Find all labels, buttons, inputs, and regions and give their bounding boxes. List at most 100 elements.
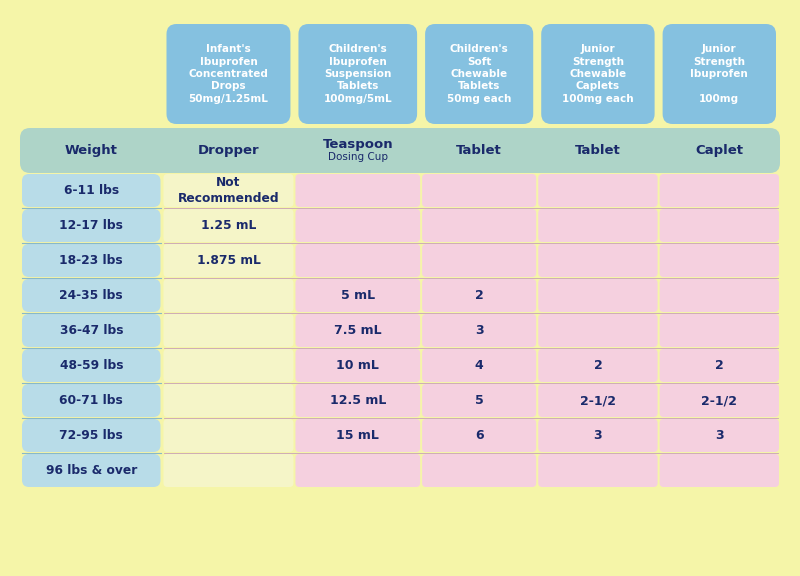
FancyBboxPatch shape: [295, 419, 420, 452]
FancyBboxPatch shape: [22, 349, 161, 382]
FancyBboxPatch shape: [538, 279, 658, 312]
FancyBboxPatch shape: [22, 279, 161, 312]
Text: 3: 3: [594, 429, 602, 442]
Text: Caplet: Caplet: [695, 144, 743, 157]
FancyBboxPatch shape: [295, 349, 420, 382]
FancyBboxPatch shape: [163, 244, 294, 277]
FancyBboxPatch shape: [422, 244, 536, 277]
FancyBboxPatch shape: [422, 419, 536, 452]
Text: 3: 3: [475, 324, 483, 337]
Text: Dosing Cup: Dosing Cup: [328, 153, 388, 162]
FancyBboxPatch shape: [20, 128, 780, 173]
Text: 2-1/2: 2-1/2: [580, 394, 616, 407]
Text: 4: 4: [474, 359, 483, 372]
Text: 15 mL: 15 mL: [336, 429, 379, 442]
FancyBboxPatch shape: [660, 454, 779, 487]
Text: 1.875 mL: 1.875 mL: [197, 254, 261, 267]
Text: 48-59 lbs: 48-59 lbs: [59, 359, 123, 372]
Text: Not
Recommended: Not Recommended: [178, 176, 279, 204]
FancyBboxPatch shape: [662, 24, 776, 124]
FancyBboxPatch shape: [22, 209, 161, 242]
Text: 10 mL: 10 mL: [336, 359, 379, 372]
FancyBboxPatch shape: [163, 454, 294, 487]
FancyBboxPatch shape: [295, 244, 420, 277]
FancyBboxPatch shape: [660, 349, 779, 382]
Text: 6-11 lbs: 6-11 lbs: [64, 184, 119, 197]
FancyBboxPatch shape: [298, 24, 417, 124]
FancyBboxPatch shape: [660, 209, 779, 242]
FancyBboxPatch shape: [163, 384, 294, 417]
Text: 6: 6: [475, 429, 483, 442]
Text: 5 mL: 5 mL: [341, 289, 375, 302]
FancyBboxPatch shape: [542, 24, 654, 124]
Text: 36-47 lbs: 36-47 lbs: [59, 324, 123, 337]
FancyBboxPatch shape: [538, 244, 658, 277]
Text: 18-23 lbs: 18-23 lbs: [59, 254, 123, 267]
FancyBboxPatch shape: [22, 419, 161, 452]
FancyBboxPatch shape: [538, 349, 658, 382]
FancyBboxPatch shape: [538, 454, 658, 487]
FancyBboxPatch shape: [295, 454, 420, 487]
FancyBboxPatch shape: [538, 419, 658, 452]
FancyBboxPatch shape: [295, 384, 420, 417]
Text: 12.5 mL: 12.5 mL: [330, 394, 386, 407]
FancyBboxPatch shape: [22, 314, 161, 347]
Text: Dropper: Dropper: [198, 144, 259, 157]
Text: 2-1/2: 2-1/2: [702, 394, 738, 407]
FancyBboxPatch shape: [422, 174, 536, 207]
FancyBboxPatch shape: [163, 209, 294, 242]
FancyBboxPatch shape: [422, 384, 536, 417]
Text: 60-71 lbs: 60-71 lbs: [59, 394, 123, 407]
FancyBboxPatch shape: [22, 384, 161, 417]
FancyBboxPatch shape: [163, 174, 294, 207]
Text: Weight: Weight: [65, 144, 118, 157]
Text: 7.5 mL: 7.5 mL: [334, 324, 382, 337]
FancyBboxPatch shape: [660, 279, 779, 312]
Text: 3: 3: [715, 429, 724, 442]
FancyBboxPatch shape: [660, 244, 779, 277]
FancyBboxPatch shape: [163, 314, 294, 347]
FancyBboxPatch shape: [538, 209, 658, 242]
Text: Tablet: Tablet: [575, 144, 621, 157]
FancyBboxPatch shape: [422, 349, 536, 382]
Text: Children's
Ibuprofen
Suspension
Tablets
100mg/5mL: Children's Ibuprofen Suspension Tablets …: [323, 44, 392, 104]
FancyBboxPatch shape: [538, 384, 658, 417]
FancyBboxPatch shape: [422, 279, 536, 312]
Text: 5: 5: [474, 394, 483, 407]
FancyBboxPatch shape: [538, 174, 658, 207]
FancyBboxPatch shape: [660, 314, 779, 347]
FancyBboxPatch shape: [14, 14, 786, 562]
FancyBboxPatch shape: [22, 244, 161, 277]
Text: 12-17 lbs: 12-17 lbs: [59, 219, 123, 232]
FancyBboxPatch shape: [295, 279, 420, 312]
FancyBboxPatch shape: [163, 349, 294, 382]
FancyBboxPatch shape: [422, 454, 536, 487]
Text: 2: 2: [715, 359, 724, 372]
Text: 96 lbs & over: 96 lbs & over: [46, 464, 137, 477]
Text: 2: 2: [474, 289, 483, 302]
Text: Infant's
Ibuprofen
Concentrated
Drops
50mg/1.25mL: Infant's Ibuprofen Concentrated Drops 50…: [189, 44, 269, 104]
Text: 72-95 lbs: 72-95 lbs: [59, 429, 123, 442]
Text: 24-35 lbs: 24-35 lbs: [59, 289, 123, 302]
FancyBboxPatch shape: [163, 419, 294, 452]
FancyBboxPatch shape: [166, 24, 290, 124]
Text: Children's
Soft
Chewable
Tablets
50mg each: Children's Soft Chewable Tablets 50mg ea…: [447, 44, 511, 104]
FancyBboxPatch shape: [22, 174, 161, 207]
FancyBboxPatch shape: [22, 454, 161, 487]
FancyBboxPatch shape: [425, 24, 534, 124]
Text: 1.25 mL: 1.25 mL: [201, 219, 256, 232]
Text: 2: 2: [594, 359, 602, 372]
Text: Junior
Strength
Chewable
Caplets
100mg each: Junior Strength Chewable Caplets 100mg e…: [562, 44, 634, 104]
Text: Junior
Strength
Ibuprofen

100mg: Junior Strength Ibuprofen 100mg: [690, 44, 748, 104]
FancyBboxPatch shape: [660, 384, 779, 417]
Text: Tablet: Tablet: [456, 144, 502, 157]
FancyBboxPatch shape: [163, 279, 294, 312]
FancyBboxPatch shape: [422, 314, 536, 347]
FancyBboxPatch shape: [660, 174, 779, 207]
FancyBboxPatch shape: [422, 209, 536, 242]
FancyBboxPatch shape: [660, 419, 779, 452]
FancyBboxPatch shape: [295, 314, 420, 347]
FancyBboxPatch shape: [538, 314, 658, 347]
Text: Teaspoon: Teaspoon: [322, 138, 393, 151]
FancyBboxPatch shape: [295, 209, 420, 242]
